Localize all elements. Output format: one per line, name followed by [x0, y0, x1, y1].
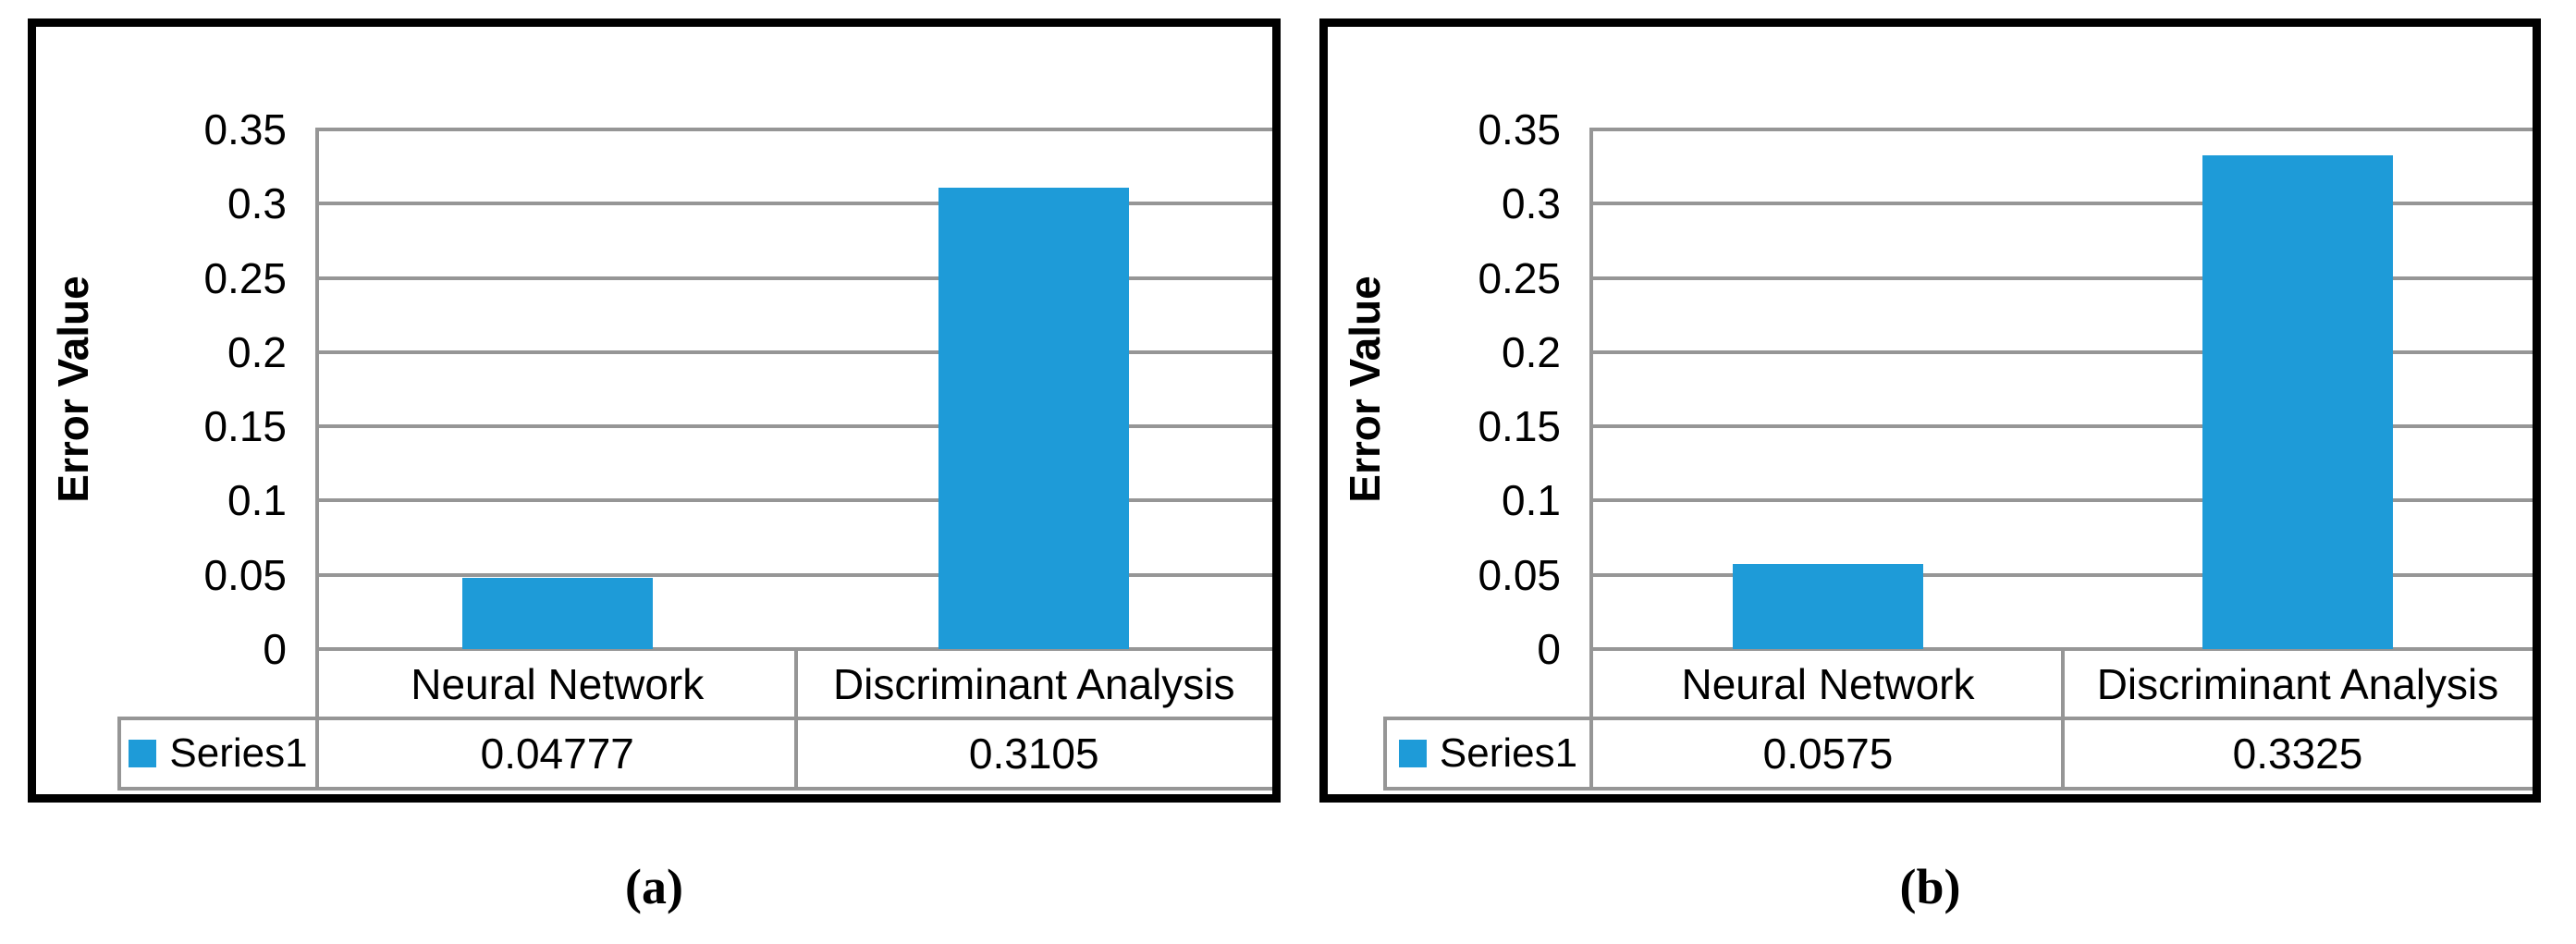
bar-discriminant-analysis	[2202, 155, 2393, 649]
table-left-border	[117, 717, 121, 791]
y-axis-line	[1589, 128, 1593, 791]
table-top-border	[117, 717, 1272, 720]
subfigure-label-a: (a)	[625, 859, 683, 914]
y-tick-label: 0.05	[203, 550, 287, 599]
table-value-discriminant-analysis: 0.3105	[968, 729, 1099, 778]
gridline	[319, 498, 1272, 503]
gridline	[319, 424, 1272, 429]
y-tick-label: 0	[1537, 625, 1561, 673]
gridline	[1593, 424, 2533, 429]
gridline	[1593, 349, 2533, 354]
gridline	[1593, 128, 2533, 131]
gridline	[1593, 498, 2533, 503]
y-tick-label: 0.35	[1478, 105, 1561, 153]
gridline	[319, 349, 1272, 354]
y-tick-label: 0.1	[227, 476, 287, 525]
table-value-neural-network: 0.0575	[1762, 729, 1894, 778]
legend-series-label: Series1	[169, 730, 308, 776]
bar-neural-network	[1733, 564, 1923, 649]
y-tick-label: 0.15	[1478, 402, 1561, 451]
gridline	[319, 572, 1272, 577]
category-divider	[2061, 649, 2065, 789]
chart-panel-a: Error Value 0 0.05 0.1 0.15 0.2 0.25 0.3 0.35 Ne…	[28, 18, 1281, 803]
y-tick-label: 0.25	[203, 253, 287, 302]
y-tick-label: 0.15	[203, 402, 287, 451]
table-value-neural-network: 0.04777	[480, 729, 634, 778]
gridline	[1593, 572, 2533, 577]
y-tick-label: 0.3	[227, 179, 287, 228]
legend-key: Series1	[121, 718, 315, 789]
y-tick-label: 0.05	[1478, 550, 1561, 599]
table-top-border	[1383, 717, 2533, 720]
gridline	[319, 128, 1272, 131]
table-bottom-border	[1383, 787, 2533, 791]
y-tick-label: 0.35	[203, 105, 287, 153]
y-tick-label: 0.2	[227, 327, 287, 376]
table-value-discriminant-analysis: 0.3325	[2232, 729, 2363, 778]
legend-key: Series1	[1387, 718, 1589, 789]
y-tick-label: 0.25	[1478, 253, 1561, 302]
bar-discriminant-analysis	[938, 188, 1130, 649]
y-tick-label: 0.2	[1502, 327, 1561, 376]
y-axis-line	[315, 128, 319, 791]
table-left-border	[1383, 717, 1387, 791]
category-label-neural-network: Neural Network	[1681, 659, 1975, 708]
gridline	[1593, 202, 2533, 206]
bar-neural-network	[461, 578, 653, 649]
subfigure-label-b: (b)	[1899, 859, 1961, 914]
legend-swatch-icon	[1398, 740, 1427, 767]
legend-series-label: Series1	[1439, 730, 1578, 776]
gridline	[319, 202, 1272, 206]
legend-swatch-icon	[129, 740, 157, 767]
gridline	[319, 276, 1272, 280]
category-label-discriminant-analysis: Discriminant Analysis	[832, 659, 1235, 708]
y-tick-label: 0.3	[1502, 179, 1561, 228]
category-divider	[793, 649, 798, 789]
category-label-discriminant-analysis: Discriminant Analysis	[2096, 659, 2499, 708]
y-tick-label: 0.1	[1502, 476, 1561, 525]
y-tick-label: 0	[263, 625, 287, 673]
gridline	[1593, 276, 2533, 280]
category-label-neural-network: Neural Network	[411, 659, 705, 708]
table-bottom-border	[117, 787, 1272, 791]
chart-panel-b: Error Value 0 0.05 0.1 0.15 0.2 0.25 0.3 0.35 Ne…	[1319, 18, 2541, 803]
